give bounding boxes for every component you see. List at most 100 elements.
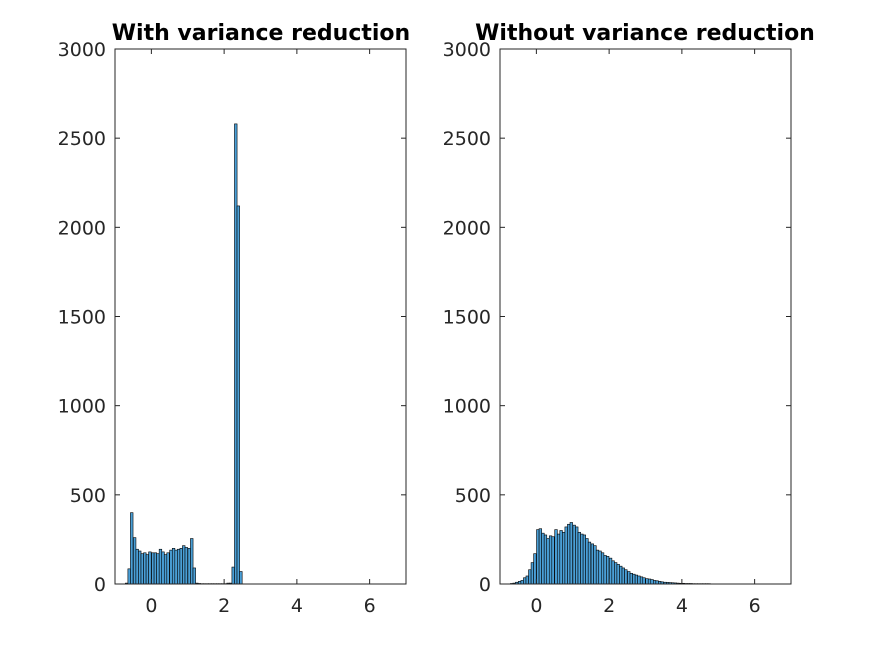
histogram-bar [567,523,571,585]
histogram-bar [590,543,594,585]
chart-title: Without variance reduction [475,21,815,46]
histogram-bar [619,565,623,585]
histogram-bar [608,557,613,585]
histogram-bar [187,548,191,585]
histogram-bar [166,552,170,585]
y-tick-label: 1500 [443,307,491,329]
y-tick-label: 0 [94,574,106,596]
histogram-bar [580,533,584,585]
histogram-bar [133,537,137,585]
histogram-bar [153,552,157,585]
x-tick-label: 4 [291,595,303,617]
histogram-bar [163,554,168,585]
histogram-bar [554,529,558,585]
histogram-bar [231,566,235,585]
histogram-bar [184,547,188,585]
histogram-bar [639,576,644,585]
histogram-bar [548,535,553,585]
histogram-bar [572,524,576,585]
histogram-bar [546,538,550,585]
histogram-bar [538,528,542,585]
histogram-bar [603,555,607,585]
histogram-bar [611,560,615,585]
histogram-bar [587,541,592,585]
y-tick-label: 2500 [58,128,106,150]
histogram-bar [530,562,534,585]
histogram-bar [647,578,652,585]
y-tick-label: 2000 [58,217,106,239]
y-tick-label: 1000 [443,396,491,418]
histogram-bar [645,578,649,585]
histogram-bar [632,573,636,585]
y-tick-label: 3000 [443,39,491,61]
histogram-bar [551,536,555,585]
histogram-bar [543,534,548,585]
histogram-bar [140,553,144,585]
y-tick-label: 1500 [58,307,106,329]
y-tick-label: 0 [479,574,491,596]
histogram-bar [536,529,540,585]
histogram-bar [562,531,566,585]
histogram-bar [582,534,586,585]
histogram-bar [135,548,139,585]
histogram-bar [598,550,602,585]
histogram-bar [156,553,160,585]
x-tick-label: 2 [603,595,615,617]
y-tick-label: 3000 [58,39,106,61]
histogram-bar [158,548,163,585]
histogram-bar [190,538,194,585]
histogram-bar [569,522,573,585]
histogram-bar [650,579,654,585]
histogram-bar [577,531,581,585]
histogram-bar [148,551,152,585]
histogram-bar [556,533,561,585]
histogram-bar [234,123,238,585]
histogram-bar [182,545,186,585]
histogram-bar [127,568,131,585]
histogram-bar [130,512,134,585]
histogram-bar [169,549,173,585]
y-tick-label: 500 [70,485,106,507]
histogram-bar [559,530,563,585]
histogram-bar [595,549,600,585]
y-tick-label: 2000 [443,217,491,239]
histogram-bar [616,564,620,585]
x-tick-label: 0 [145,595,157,617]
histogram-bar [624,569,628,585]
histogram-bar [520,580,524,585]
histogram-bar [236,205,240,585]
histogram-bar [239,571,243,585]
x-tick-label: 2 [218,595,230,617]
histogram-bar [145,554,149,585]
chart-without-variance-reduction: Without variance reduction 0 500 1000 1500 2… [443,21,815,617]
histogram-bar [528,569,532,585]
y-tick-label: 2500 [443,128,491,150]
x-tick-label: 6 [364,595,376,617]
histogram-bar [179,548,183,585]
histogram-bar [192,567,196,585]
histogram-bar [593,545,597,585]
x-tick-label: 6 [749,595,761,617]
histogram-bar [642,577,646,585]
histogram-bar [533,553,537,585]
histogram-bar [174,549,178,585]
histogram-bar [525,575,529,585]
y-tick-label: 500 [455,485,491,507]
histogram-bar [634,574,639,585]
chart-title: With variance reduction [112,21,410,46]
histogram-bar [575,526,579,585]
x-tick-label: 4 [676,595,688,617]
histogram-bar [177,548,181,585]
axes-frame [114,48,407,585]
chart-with-variance-reduction: With variance reduction 0 500 1000 1500 2000… [58,21,411,617]
histogram-bar [151,552,155,585]
histogram-bar [564,526,568,585]
y-tick-label: 1000 [58,396,106,418]
histogram-bar [637,575,641,585]
histogram-bar [652,580,657,585]
histogram-bar [585,538,589,585]
histogram-bar [143,552,147,585]
histogram-bar [171,548,176,585]
x-tick-label: 0 [530,595,542,617]
